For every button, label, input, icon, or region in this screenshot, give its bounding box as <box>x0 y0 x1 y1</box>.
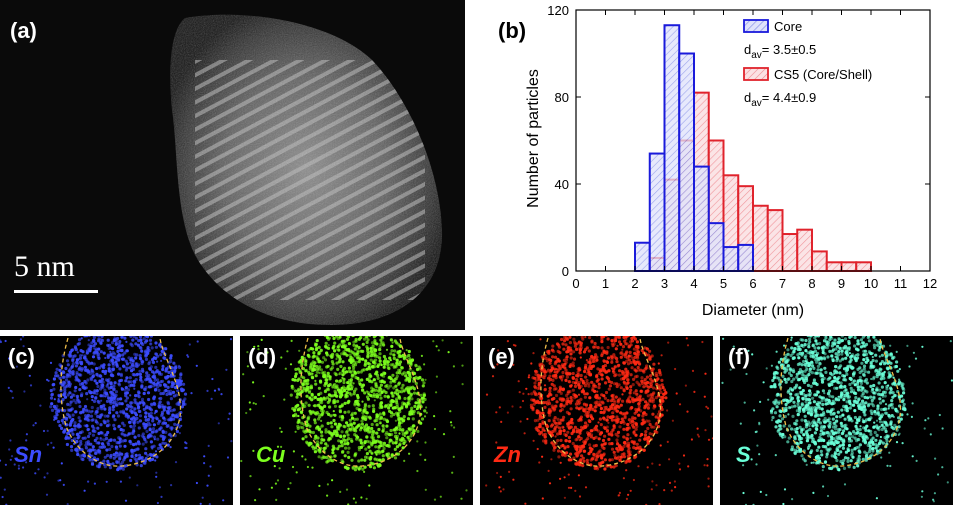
x-tick-label: 2 <box>631 276 638 291</box>
x-tick-label: 6 <box>749 276 756 291</box>
y-axis-label: Number of particles <box>525 69 542 208</box>
panel-label-e: (e) <box>488 344 515 369</box>
bar-cs5 <box>840 261 858 272</box>
bar-core <box>678 52 695 272</box>
particle-outline <box>540 337 662 467</box>
bar-core <box>737 243 754 272</box>
edx-signal-dots <box>240 336 468 505</box>
x-tick-label: 1 <box>602 276 609 291</box>
edx-map-sn: (c) Sn <box>0 336 233 505</box>
particle-outline <box>60 337 182 467</box>
legend-swatch-core <box>743 19 769 33</box>
sn-map <box>0 336 233 505</box>
legend-label-cs5: CS5 (Core/Shell) <box>774 67 872 82</box>
bar-core <box>693 165 710 273</box>
legend-swatch-cs5 <box>743 67 769 81</box>
element-label-sn: Sn <box>14 442 43 467</box>
bar-core <box>663 24 681 272</box>
particle-outline <box>300 337 422 467</box>
bar-cs5 <box>796 228 813 273</box>
legend-label-core: Core <box>774 19 802 34</box>
x-tick-label: 5 <box>720 276 727 291</box>
element-label-s: S <box>736 442 751 467</box>
bar-cs5 <box>811 250 828 273</box>
y-tick-label: 0 <box>562 264 569 279</box>
bar-cs5 <box>781 233 799 272</box>
bar-cs5 <box>855 261 872 272</box>
x-tick-label: 12 <box>923 276 937 291</box>
y-tick-label: 40 <box>555 177 569 192</box>
x-tick-label: 4 <box>690 276 697 291</box>
x-tick-label: 10 <box>864 276 878 291</box>
x-tick-label: 0 <box>572 276 579 291</box>
panel-label-d: (d) <box>248 344 277 369</box>
edx-map-s: (f) S <box>720 336 953 505</box>
bar-cs5 <box>752 204 769 272</box>
edx-signal-dots <box>485 336 713 505</box>
element-label-cu: Cu <box>256 442 286 467</box>
bar-core <box>634 241 651 273</box>
y-tick-label: 120 <box>547 3 569 18</box>
scale-bar-label: 5 nm <box>14 250 75 283</box>
x-tick-label: 8 <box>808 276 815 291</box>
scale-bar <box>14 290 98 293</box>
element-label-zn: Zn <box>494 442 521 467</box>
tem-image <box>170 14 443 325</box>
bar-cs5 <box>825 261 843 272</box>
panel-label-c: (c) <box>8 344 35 369</box>
tem-image-panel: (a) 5 nm <box>0 0 465 330</box>
cu-map <box>240 336 468 505</box>
legend-dav-core: dav= 3.5±0.5 <box>744 42 816 61</box>
bar-cs5 <box>766 209 784 273</box>
particle-outline <box>780 337 902 467</box>
x-tick-label: 9 <box>838 276 845 291</box>
bar-core <box>707 222 725 272</box>
histogram-panel: (b) 0 1 2 3 4 5 6 7 8 9 10 11 12 0 40 80 120 Core dav= 3.… <box>480 0 954 330</box>
x-tick-label: 7 <box>779 276 786 291</box>
panel-label-a: (a) <box>10 18 37 43</box>
panel-label-f: (f) <box>728 344 750 369</box>
panel-label-b: (b) <box>498 18 527 43</box>
edx-map-zn: (e) Zn <box>480 336 713 505</box>
zn-map <box>485 336 713 505</box>
s-map <box>721 336 953 505</box>
bar-core <box>722 246 740 272</box>
legend-dav-cs5: dav= 4.4±0.9 <box>744 90 816 109</box>
x-axis-label: Diameter (nm) <box>702 302 804 319</box>
edx-map-cu: (d) Cu <box>240 336 473 505</box>
y-tick-label: 80 <box>555 90 569 105</box>
x-tick-label: 11 <box>894 276 908 291</box>
x-tick-label: 3 <box>661 276 668 291</box>
edx-signal-dots <box>721 336 953 505</box>
bar-core <box>648 152 666 272</box>
